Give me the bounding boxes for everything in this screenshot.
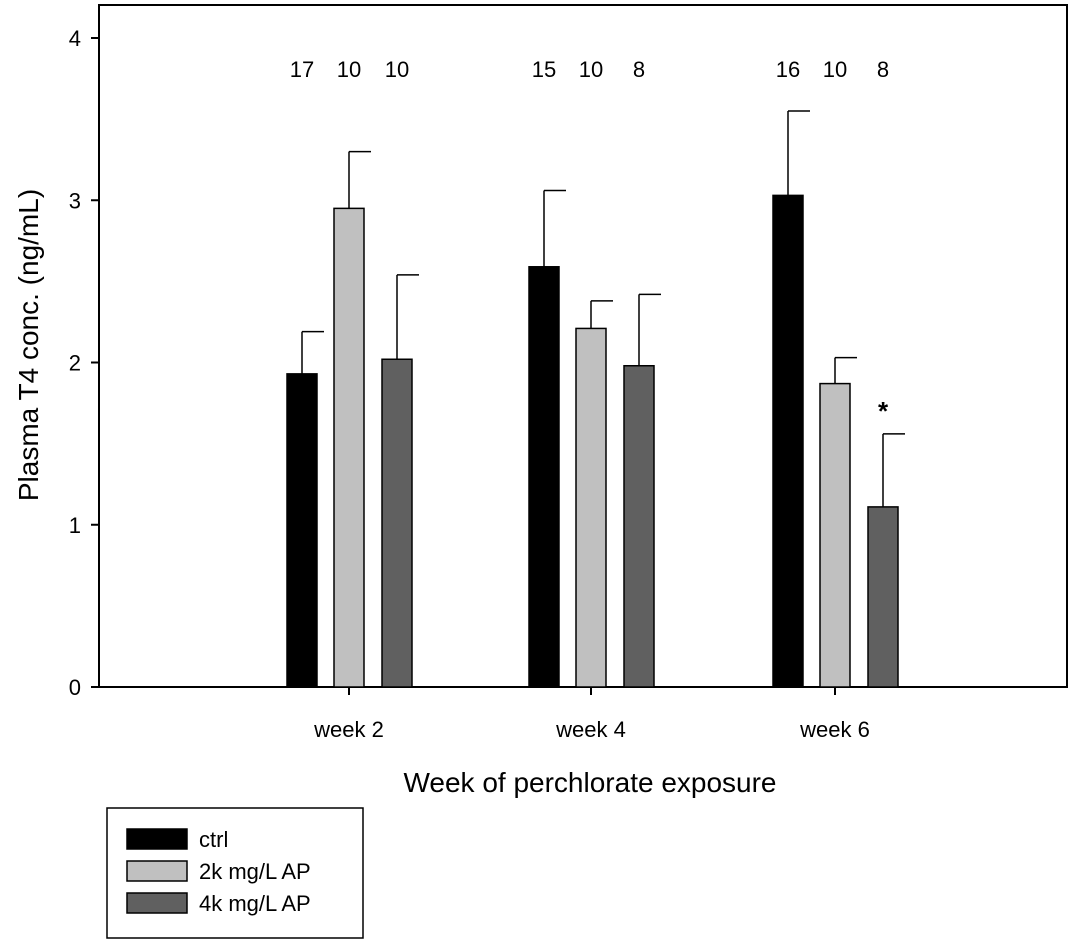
sample-size-label: 8 (633, 57, 645, 82)
sample-size-label: 10 (823, 57, 847, 82)
sample-size-label: 17 (290, 57, 314, 82)
legend-swatch (126, 860, 188, 882)
y-tick-label: 2 (69, 351, 81, 376)
y-tick-label: 3 (69, 188, 81, 213)
bar-2k-mg-l-ap-week-2 (333, 207, 365, 688)
bar-4k-mg-l-ap-week-6 (867, 506, 899, 688)
sample-size-label: 16 (776, 57, 800, 82)
bar-2k-mg-l-ap-week-6 (819, 382, 851, 688)
significance-marker: * (878, 396, 889, 426)
y-axis-title: Plasma T4 conc. (ng/mL) (13, 189, 44, 501)
bar-4k-mg-l-ap-week-4 (623, 364, 655, 688)
legend-swatch (126, 828, 188, 850)
x-tick-label: week 6 (799, 717, 870, 742)
sample-size-label: 10 (579, 57, 603, 82)
bar-4k-mg-l-ap-week-2 (381, 358, 413, 688)
bar-ctrl-week-6 (772, 194, 804, 688)
sample-size-label: 8 (877, 57, 889, 82)
legend-label: 2k mg/L AP (199, 859, 311, 884)
legend-swatch (126, 892, 188, 914)
legend-label: ctrl (199, 827, 228, 852)
sample-size-label: 15 (532, 57, 556, 82)
y-tick-label: 1 (69, 513, 81, 538)
bar-2k-mg-l-ap-week-4 (575, 327, 607, 688)
x-tick-label: week 4 (555, 717, 626, 742)
y-tick-label: 0 (69, 675, 81, 700)
sample-size-label: 10 (385, 57, 409, 82)
y-tick-label: 4 (69, 26, 81, 51)
x-axis-title: Week of perchlorate exposure (403, 767, 776, 798)
sample-size-label: 10 (337, 57, 361, 82)
plot-area: 0 1 2 3 4 week 2 week 4 week 6 17 15 16 10 10 10 10 8 8 * (69, 4, 1068, 742)
bar-ctrl-week-2 (286, 373, 318, 688)
x-tick-label: week 2 (313, 717, 384, 742)
bar-ctrl-week-4 (528, 266, 560, 688)
legend: ctrl 2k mg/L AP 4k mg/L AP (106, 807, 364, 939)
legend-label: 4k mg/L AP (199, 891, 311, 916)
